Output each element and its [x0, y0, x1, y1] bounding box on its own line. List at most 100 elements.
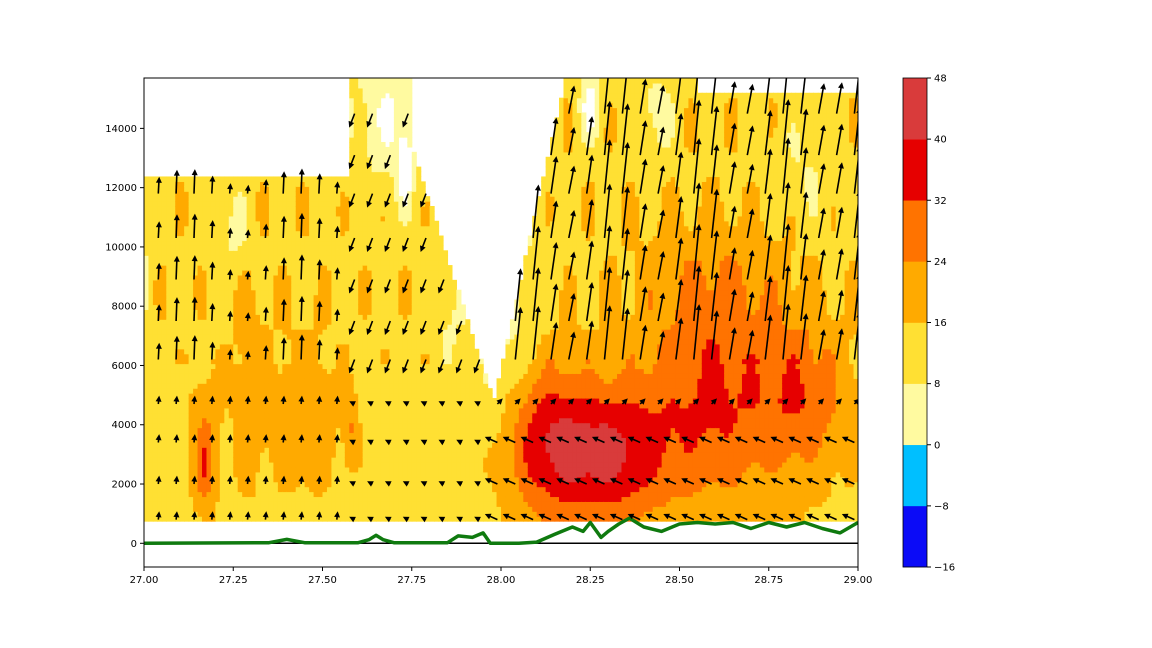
contour-cell [331, 324, 337, 330]
contour-cell [425, 447, 431, 453]
contour-cell [340, 186, 346, 192]
contour-cell [442, 506, 449, 512]
contour-cell [384, 348, 391, 355]
contour-cell [367, 314, 373, 320]
contour-cell [170, 417, 176, 424]
contour-cell [157, 225, 163, 232]
contour-cell [197, 343, 203, 350]
contour-cell [291, 260, 297, 266]
contour-cell [340, 240, 346, 246]
contour-cell [340, 516, 346, 522]
contour-cell [447, 447, 453, 453]
contour-cell [179, 363, 185, 370]
contour-cell [264, 210, 270, 217]
contour-cell [161, 412, 167, 419]
contour-cell [251, 210, 257, 217]
contour-cell [197, 353, 203, 360]
contour-cell [442, 432, 449, 438]
contour-cell [210, 432, 216, 438]
contour-cell [407, 309, 413, 315]
contour-cell [282, 402, 288, 409]
contour-cell [175, 230, 181, 237]
contour-cell [228, 358, 234, 365]
contour-cell [438, 511, 444, 517]
contour-cell [353, 97, 359, 104]
contour-cell [304, 516, 310, 522]
contour-cell [273, 461, 279, 468]
contour-cell [402, 466, 408, 473]
contour-cell [335, 230, 341, 237]
contour-cell [335, 289, 341, 296]
contour-cell [228, 279, 234, 286]
contour-cell [197, 397, 203, 404]
contour-cell [179, 289, 185, 296]
contour-cell [286, 265, 292, 271]
contour-cell [291, 348, 297, 355]
contour-cell [184, 393, 190, 399]
contour-cell [291, 324, 297, 330]
contour-cell [264, 447, 270, 453]
contour-cell [144, 476, 150, 483]
contour-cell [362, 309, 368, 315]
contour-cell [371, 176, 377, 182]
contour-cell [206, 353, 212, 360]
contour-cell [295, 476, 301, 483]
contour-cell [420, 225, 426, 232]
contour-cell [367, 496, 373, 502]
contour-cell [255, 491, 261, 498]
contour-cell [277, 225, 283, 232]
contour-cell [358, 196, 364, 202]
contour-cell [166, 407, 172, 414]
contour-cell [184, 269, 190, 276]
contour-cell [304, 388, 310, 394]
contour-cell [420, 511, 426, 517]
contour-cell [447, 279, 453, 286]
contour-cell [246, 245, 252, 251]
contour-cell [304, 476, 310, 483]
contour-cell [179, 402, 185, 409]
contour-cell [282, 230, 288, 237]
contour-cell [367, 92, 373, 99]
contour-cell [407, 122, 413, 128]
contour-cell [184, 378, 190, 384]
contour-cell [407, 215, 413, 222]
contour-cell [304, 447, 310, 453]
contour-cell [157, 260, 163, 266]
contour-cell [237, 240, 243, 246]
contour-cell [260, 196, 266, 202]
contour-cell [246, 422, 252, 429]
contour-cell [233, 333, 239, 340]
contour-cell [420, 476, 426, 483]
contour-cell [233, 220, 239, 227]
contour-cell [344, 260, 350, 266]
contour-cell [344, 422, 350, 429]
contour-cell [420, 407, 426, 414]
contour-cell [210, 279, 216, 286]
contour-cell [353, 206, 359, 212]
contour-cell [318, 432, 324, 438]
contour-cell [300, 481, 306, 488]
contour-cell [335, 461, 341, 468]
contour-cell [224, 427, 230, 434]
contour-cell [286, 383, 292, 389]
contour-cell [393, 353, 399, 360]
contour-cell [206, 255, 212, 261]
contour-cell [353, 171, 359, 178]
contour-cell [389, 378, 395, 384]
contour-cell [349, 309, 355, 315]
contour-cell [188, 279, 194, 286]
contour-cell [331, 407, 337, 414]
contour-cell [371, 314, 377, 320]
contour-cell [398, 102, 404, 109]
contour-cell [416, 491, 422, 498]
contour-cell [429, 294, 435, 301]
contour-cell [429, 506, 435, 512]
contour-cell [175, 191, 181, 197]
contour-cell [362, 432, 368, 438]
contour-cell [358, 397, 364, 404]
contour-cell [144, 186, 150, 192]
contour-cell [188, 363, 194, 370]
contour-cell [344, 324, 350, 330]
contour-cell [447, 378, 453, 384]
contour-cell [326, 491, 333, 498]
